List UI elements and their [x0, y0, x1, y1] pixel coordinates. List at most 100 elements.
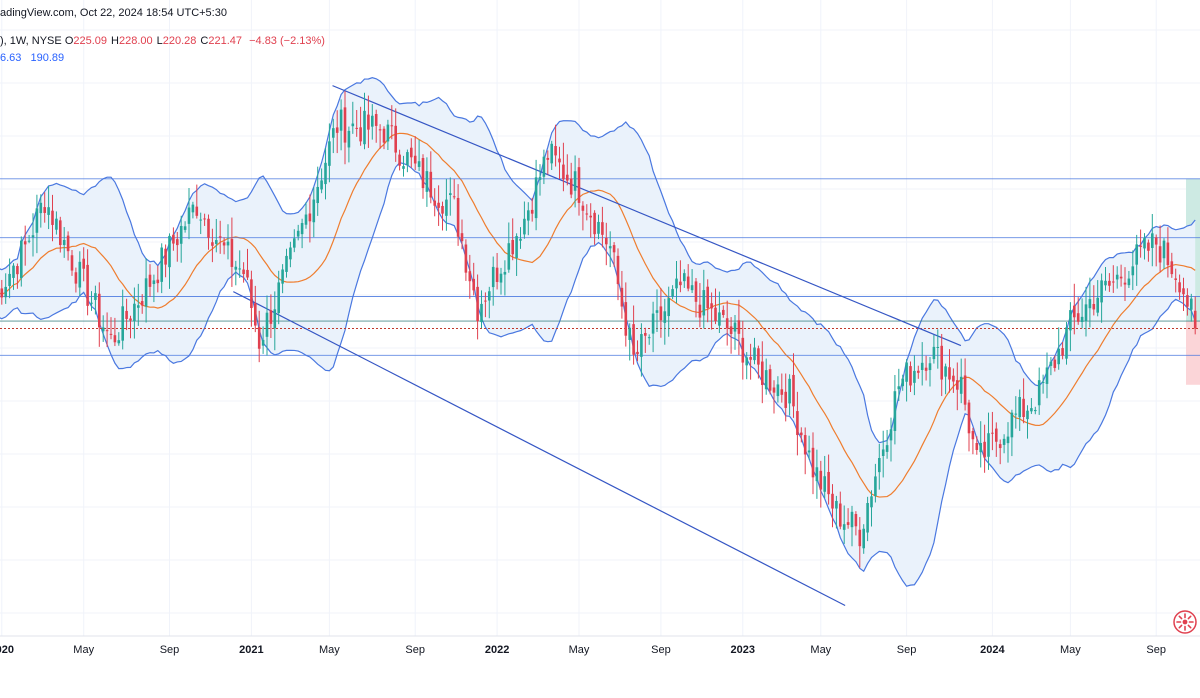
candle[interactable]: [1127, 270, 1131, 288]
candle[interactable]: [761, 341, 764, 404]
candle[interactable]: [484, 292, 487, 318]
candle[interactable]: [238, 250, 241, 278]
candle[interactable]: [406, 149, 409, 173]
candle[interactable]: [901, 374, 904, 391]
candle[interactable]: [768, 364, 772, 395]
candle[interactable]: [168, 233, 171, 289]
candle[interactable]: [242, 262, 245, 283]
candle[interactable]: [23, 225, 27, 266]
candle[interactable]: [499, 267, 503, 295]
candle[interactable]: [562, 142, 565, 192]
candle[interactable]: [1100, 273, 1103, 323]
candle[interactable]: [386, 119, 390, 150]
candle[interactable]: [858, 517, 862, 568]
candle[interactable]: [16, 263, 19, 289]
candle[interactable]: [74, 267, 78, 293]
candle[interactable]: [304, 202, 308, 229]
candle[interactable]: [1154, 234, 1158, 267]
candle[interactable]: [831, 484, 834, 528]
candle[interactable]: [129, 315, 132, 339]
candle[interactable]: [211, 228, 214, 263]
candle[interactable]: [402, 155, 405, 177]
candle[interactable]: [507, 222, 511, 273]
candle[interactable]: [1162, 238, 1166, 269]
candle[interactable]: [663, 298, 667, 345]
candle[interactable]: [316, 166, 319, 216]
candle[interactable]: [928, 357, 932, 387]
candle[interactable]: [1037, 367, 1041, 415]
candle[interactable]: [1076, 297, 1080, 325]
candle[interactable]: [686, 264, 690, 292]
candle[interactable]: [640, 323, 643, 377]
candle[interactable]: [1143, 233, 1146, 260]
candle[interactable]: [952, 368, 955, 393]
candle[interactable]: [289, 241, 292, 268]
candle[interactable]: [667, 286, 670, 337]
candle[interactable]: [897, 368, 901, 402]
candle[interactable]: [133, 287, 136, 339]
candle[interactable]: [183, 221, 187, 233]
candle[interactable]: [1147, 239, 1150, 262]
candle[interactable]: [550, 140, 553, 170]
candle[interactable]: [308, 194, 312, 243]
candle[interactable]: [948, 349, 951, 393]
candle[interactable]: [612, 242, 616, 267]
candle[interactable]: [425, 157, 429, 207]
candle[interactable]: [589, 203, 592, 238]
candle[interactable]: [398, 149, 401, 171]
candle[interactable]: [581, 201, 585, 231]
candle[interactable]: [222, 237, 226, 255]
candle[interactable]: [569, 162, 573, 199]
candle[interactable]: [59, 216, 62, 253]
candle[interactable]: [1193, 296, 1197, 335]
candle[interactable]: [881, 430, 885, 478]
candle[interactable]: [1108, 273, 1111, 292]
candle[interactable]: [82, 247, 85, 282]
candle[interactable]: [1092, 285, 1096, 316]
candle[interactable]: [995, 422, 998, 457]
candle[interactable]: [959, 358, 963, 404]
candle[interactable]: [160, 243, 163, 294]
candle[interactable]: [538, 164, 542, 196]
candle[interactable]: [644, 327, 647, 353]
candle[interactable]: [733, 315, 737, 350]
candle[interactable]: [347, 126, 351, 163]
candle[interactable]: [495, 253, 499, 290]
candle[interactable]: [12, 263, 15, 290]
candle[interactable]: [1080, 298, 1084, 329]
candle[interactable]: [534, 159, 538, 231]
candle[interactable]: [1061, 341, 1064, 360]
candle[interactable]: [285, 248, 288, 278]
candle[interactable]: [70, 249, 74, 276]
candle[interactable]: [86, 249, 89, 316]
candle[interactable]: [1073, 283, 1076, 335]
candle[interactable]: [1096, 280, 1099, 317]
candle[interactable]: [870, 490, 873, 527]
candle[interactable]: [472, 262, 475, 296]
candle[interactable]: [811, 432, 815, 495]
candle[interactable]: [1006, 422, 1010, 463]
candle[interactable]: [0, 279, 4, 305]
candle[interactable]: [542, 149, 546, 185]
candle[interactable]: [971, 427, 975, 455]
candle[interactable]: [729, 317, 733, 354]
candle[interactable]: [1041, 374, 1045, 394]
candle[interactable]: [690, 269, 694, 294]
candle[interactable]: [98, 282, 101, 347]
candle[interactable]: [382, 126, 386, 150]
candle[interactable]: [780, 373, 784, 403]
candle[interactable]: [246, 248, 249, 281]
candle[interactable]: [647, 334, 651, 345]
candle[interactable]: [620, 270, 624, 319]
candle[interactable]: [854, 511, 858, 536]
candle[interactable]: [43, 192, 46, 223]
candle[interactable]: [433, 188, 436, 217]
candle[interactable]: [47, 186, 50, 230]
candle[interactable]: [1034, 406, 1037, 415]
candle[interactable]: [874, 463, 877, 503]
candle[interactable]: [862, 524, 865, 554]
candle[interactable]: [1069, 302, 1072, 352]
candle[interactable]: [585, 204, 589, 221]
candle[interactable]: [234, 260, 238, 286]
candle[interactable]: [203, 213, 206, 226]
